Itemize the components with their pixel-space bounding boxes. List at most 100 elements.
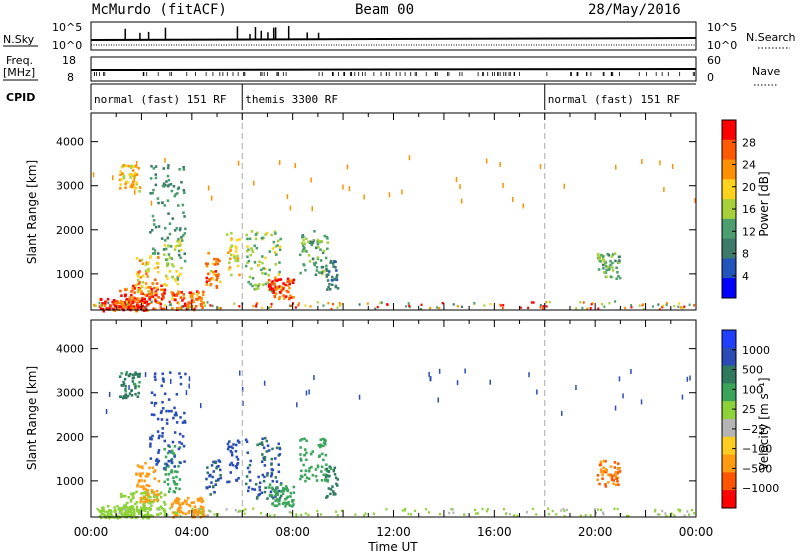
- data-cell: [177, 447, 181, 451]
- far-range-speck: [308, 389, 310, 395]
- data-cell: [177, 237, 180, 241]
- data-cell: [165, 274, 168, 278]
- data-cell: [302, 244, 305, 248]
- data-cell: [135, 173, 139, 176]
- data-cell: [218, 259, 221, 263]
- data-cell: [245, 233, 248, 237]
- ground-scatter-cell: [679, 306, 682, 309]
- data-cell: [618, 276, 622, 280]
- ground-scatter-cell: [256, 301, 259, 305]
- data-cell: [128, 296, 132, 299]
- data-cell: [258, 260, 261, 264]
- ground-scatter-cell: [664, 512, 667, 515]
- ground-scatter-cell: [295, 513, 298, 516]
- data-cell: [277, 239, 280, 243]
- data-cell: [143, 509, 147, 513]
- ground-scatter-cell: [452, 303, 455, 306]
- data-cell: [611, 261, 614, 265]
- data-cell: [163, 500, 166, 504]
- ground-scatter-cell: [535, 513, 538, 516]
- far-range-speck: [185, 390, 188, 396]
- ground-scatter-cell: [595, 511, 597, 515]
- data-cell: [177, 506, 181, 510]
- data-cell: [286, 284, 290, 287]
- data-cell: [160, 284, 163, 288]
- data-cell: [175, 475, 178, 479]
- ground-scatter-cell: [288, 510, 291, 514]
- data-cell: [282, 286, 285, 290]
- data-cell: [157, 451, 160, 454]
- data-cell: [135, 505, 139, 509]
- data-cell: [271, 447, 274, 451]
- data-cell: [149, 495, 152, 499]
- data-cell: [124, 385, 127, 388]
- ground-scatter-cell: [593, 508, 596, 511]
- data-cell: [125, 371, 129, 374]
- data-cell: [187, 301, 190, 304]
- data-cell: [176, 282, 180, 286]
- data-cell: [304, 469, 308, 473]
- data-cell: [260, 491, 264, 495]
- data-cell: [134, 392, 137, 396]
- data-cell: [125, 306, 128, 309]
- data-cell: [132, 496, 135, 499]
- cpid-segment-label: normal (fast) 151 RF: [94, 93, 226, 106]
- ground-scatter-cell: [380, 301, 383, 304]
- data-cell: [191, 296, 194, 299]
- data-cell: [141, 465, 144, 468]
- ground-scatter-cell: [475, 512, 478, 515]
- far-range-speck: [485, 158, 488, 164]
- data-cell: [245, 440, 249, 443]
- data-cell: [146, 489, 150, 492]
- data-cell: [320, 470, 323, 473]
- ground-scatter-cell: [270, 305, 273, 309]
- ground-scatter-cell: [99, 304, 102, 308]
- ground-scatter-cell: [118, 512, 121, 515]
- data-cell: [201, 507, 204, 510]
- data-cell: [149, 499, 152, 502]
- nsky-panel: N.Sky 10^5 10^0 10^5 10^0 N.Search: [3, 21, 796, 52]
- data-cell: [153, 372, 157, 375]
- data-cell: [608, 265, 611, 269]
- ground-scatter-cell: [630, 306, 633, 309]
- data-cell: [301, 249, 304, 253]
- far-range-speck: [528, 372, 530, 378]
- data-cell: [324, 473, 328, 477]
- data-cell: [179, 227, 182, 230]
- far-range-speck: [618, 376, 621, 382]
- far-range-speck: [188, 376, 191, 382]
- data-cell: [151, 214, 155, 218]
- ground-scatter-cell: [489, 303, 492, 306]
- velocity-cells: [96, 320, 696, 520]
- data-cell: [281, 489, 285, 492]
- ground-scatter-cell: [330, 307, 333, 311]
- data-cell: [192, 509, 196, 512]
- data-cell: [149, 293, 152, 297]
- ground-scatter-cell: [358, 303, 361, 306]
- far-range-speck: [659, 160, 661, 166]
- data-cell: [162, 167, 165, 170]
- data-cell: [235, 238, 239, 242]
- data-cell: [177, 204, 180, 207]
- data-cell: [210, 481, 213, 484]
- data-cell: [274, 457, 277, 460]
- data-cell: [277, 285, 281, 289]
- data-cell: [154, 469, 157, 472]
- data-cell: [124, 373, 128, 376]
- data-cell: [161, 377, 165, 380]
- data-cell: [232, 443, 235, 446]
- data-cell: [166, 277, 169, 280]
- data-cell: [173, 431, 177, 434]
- data-cell: [176, 307, 179, 311]
- data-cell: [278, 447, 282, 451]
- ground-scatter-cell: [123, 508, 126, 511]
- data-cell: [153, 493, 156, 497]
- data-cell: [256, 285, 260, 288]
- data-cell: [320, 465, 324, 469]
- data-cell: [150, 391, 154, 394]
- data-cell: [214, 483, 217, 486]
- data-cell: [137, 167, 140, 170]
- far-range-speck: [144, 372, 147, 378]
- data-cell: [171, 292, 174, 296]
- far-range-speck: [128, 384, 130, 390]
